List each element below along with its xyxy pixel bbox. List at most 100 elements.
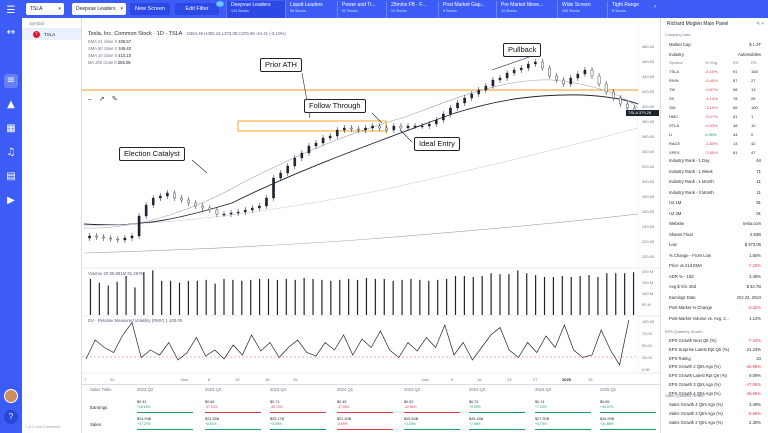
play-icon[interactable]: ▶ [7,195,15,206]
change-bar [600,412,656,413]
grid-icon[interactable]: ▦ [6,123,16,134]
stat-value: -0.32% [747,305,761,310]
entry-leader [399,129,413,143]
row-label: Market Cap [669,42,691,47]
tab-screen[interactable]: Pre Market Move... 10 Stocks [496,1,557,18]
list-item-symbol: TSLA [44,32,56,37]
volume-bar [624,273,626,315]
ma-legend-ma200[interactable]: MA 200 close 0 255.08 [88,60,131,65]
volume-bar [570,277,572,315]
list-item[interactable]: T TSLA [22,29,81,40]
peer-row[interactable]: HMC -0.07% 51 1 [669,114,761,120]
sales-row-label: Sales [90,422,101,427]
tab-screen[interactable]: Post Market Gap... 8 Stocks [438,1,496,18]
tab-screen[interactable]: Wide Screen 338 Stocks [557,1,607,18]
eps-label: EPS Growth Latest Rpt Qtr (%) [669,373,727,379]
ma-legend-ema21[interactable]: EMA 21 close 0 408.57 [88,39,131,44]
menu-icon[interactable]: ☰ [6,5,16,16]
callout-election-catalyst[interactable]: Election Catalyst [119,147,185,161]
volume-bar [285,278,287,315]
edit-icon[interactable]: ✎ [756,21,761,26]
election-leader [191,159,208,174]
list-icon[interactable]: ≡ [4,74,18,88]
avatar[interactable] [4,389,18,403]
candle-body [286,165,289,174]
tab-screen[interactable]: Liquid Leaders 56 Stocks [285,1,337,18]
peer-row[interactable]: STLA -0.03% 48 10 [669,123,761,129]
volume-bar [125,276,127,315]
chart-icon[interactable]: ▲ [7,99,15,110]
expand-icon[interactable]: ↔ [6,27,16,38]
candle-body [611,91,615,99]
price-chart[interactable] [82,18,660,384]
change-bar [205,412,261,413]
peer-row[interactable]: TM -0.67% 58 13 [669,87,761,93]
sales-table-title[interactable]: Sales Table [90,387,112,392]
change-bar [270,429,326,430]
candle-body [491,79,495,87]
col-rating: RS [751,60,757,65]
pencil-icon[interactable]: ✎ [111,95,118,103]
symbol-select[interactable]: TSLA ▾ [26,3,64,15]
panel-title[interactable]: Richard Moglen Main Panel [667,21,729,27]
peer-row[interactable]: XPEV -2.65% 81 47 [669,150,761,156]
ma-legend-sma50[interactable]: SMA 50 close 0 349.43 [88,46,131,51]
chart-area[interactable]: Tesla, Inc. Common Stock · 1D · TSLA O39… [82,18,660,433]
symbol-column-header[interactable]: Symbol [22,18,81,29]
candle-body [102,236,105,239]
volume-bar [223,278,225,315]
tab-name: Post Market Gap... [443,2,485,8]
tab-screen[interactable]: Power and Tr... 92 Stocks [337,1,386,18]
sales-table: Sales Table 2023 Q2 2023 Q3 2023 Q4 2024 Q1… [82,384,660,433]
cell-change: -37.14% [205,405,218,409]
peer-row[interactable]: LI 0.08% 44 0 [669,132,761,138]
callout-ideal-entry[interactable]: Ideal Entry [414,137,460,151]
close-icon[interactable]: × [761,21,764,26]
price-tick: 480.00 [642,44,655,49]
stat-row: Low $ 373.05 [669,242,761,248]
trendline-icon[interactable]: ↗ [98,95,105,103]
ma-legend-sma10[interactable]: SMA 10 close 0 410.10 [88,53,131,58]
book-icon[interactable]: ▤ [6,171,16,182]
callout-follow-through[interactable]: Follow Through [304,99,366,113]
sales-cell: $23.35B +8.81% [205,417,219,427]
peer-row[interactable]: RACE -1.80% 13 42 [669,141,761,147]
cell-value: $23.35B [205,417,220,421]
callout-prior-ath[interactable]: Prior ATH [260,58,302,72]
stat-label: Price vs 21d EMA [669,263,703,268]
candle-body [590,69,594,77]
rmv-tick: 75.00 [642,331,653,336]
stat-label: Industry Rank - 1 Day [669,158,710,163]
stat-label: Avg $ Vol. 20d [669,284,696,289]
tab-screen[interactable]: Tight Range 8 Stocks [607,1,653,18]
rmv-legend[interactable]: DV - Relative Measured Volatility (RMV) … [88,318,183,323]
tab-screen[interactable]: Deepvue Leaders 134 Stocks [226,1,285,18]
horizontal-line-icon[interactable]: ⎯ [88,95,92,103]
candle-body [597,75,601,85]
peer-change: -6.10% [705,69,718,74]
change-bar [535,429,591,430]
new-screen-button[interactable]: New Screen [130,3,170,15]
callout-pullback[interactable]: Pullback [503,43,542,57]
eps-section-header: EPS Quarterly Growth [665,330,703,334]
time-tick: 27 [533,377,538,382]
candle-body [555,75,558,81]
peer-row[interactable]: RIVN -0.45% 87 27 [669,78,761,84]
help-icon[interactable]: ? [4,410,18,424]
volume-legend[interactable]: Volume 20 95.891M 81.267M [88,271,145,276]
chevron-right-icon[interactable]: › [654,4,656,10]
bell-icon[interactable]: ♫ [6,147,16,158]
row-value[interactable]: Automobiles [737,52,761,57]
sales-growth-value: 2.30% [749,420,761,425]
peer-row[interactable]: ZK -4.14% 78 28 [669,96,761,102]
peer-row[interactable]: GM -3.19% 65 100 [669,105,761,111]
stat-value: 1.12% [749,315,761,321]
sales-growth-label: Sales Growth 4 Qtrs Ago (%) [669,402,723,407]
edit-filter-button[interactable]: Edit Filter [175,3,219,15]
eps-value: 23 [756,355,761,361]
peer-row[interactable]: TSLA -6.10% 91 168 [669,69,761,75]
tab-screen[interactable]: 25mins FB - F... 10 Stocks [386,1,438,18]
screen-select[interactable]: Deepvue Leaders ▾ [72,3,126,15]
sales-growth-value: 3.49% [749,402,761,407]
